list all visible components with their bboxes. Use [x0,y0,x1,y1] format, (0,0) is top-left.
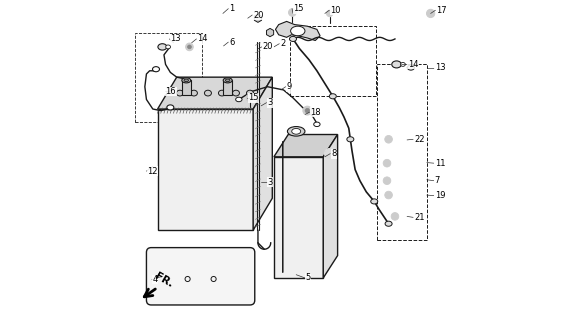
Circle shape [326,10,333,17]
Text: 15: 15 [293,4,304,13]
Ellipse shape [289,36,297,42]
Ellipse shape [347,137,354,142]
Ellipse shape [392,61,401,68]
Ellipse shape [287,126,305,136]
Bar [377,64,427,240]
Text: 16: 16 [166,87,176,96]
Text: 3: 3 [268,178,273,187]
Bar [223,80,232,95]
Polygon shape [323,134,338,278]
Circle shape [427,9,435,18]
Polygon shape [253,77,272,230]
Bar [274,157,323,278]
Circle shape [385,135,393,143]
Polygon shape [275,21,320,41]
Ellipse shape [219,90,226,96]
Ellipse shape [407,65,414,70]
Ellipse shape [329,94,336,99]
Ellipse shape [371,199,378,204]
Text: 15: 15 [248,93,259,102]
Text: 18: 18 [311,108,321,117]
Text: 12: 12 [148,167,158,176]
Ellipse shape [291,26,305,36]
Text: 20: 20 [263,42,273,52]
Ellipse shape [314,122,320,126]
Text: 8: 8 [331,149,336,158]
Circle shape [186,43,193,51]
Ellipse shape [223,78,232,83]
Ellipse shape [176,90,183,96]
Circle shape [383,177,391,185]
Text: 10: 10 [331,6,341,15]
Ellipse shape [184,79,189,82]
Bar [135,33,202,122]
Text: 14: 14 [197,35,208,44]
Circle shape [246,94,254,102]
Text: 3: 3 [268,98,273,107]
Ellipse shape [182,78,190,83]
Ellipse shape [190,90,197,96]
Circle shape [188,45,192,49]
Circle shape [391,212,399,220]
Text: 11: 11 [435,159,445,168]
Circle shape [167,88,173,95]
Ellipse shape [166,45,171,49]
Text: 14: 14 [408,60,418,69]
Text: 2: 2 [280,39,285,48]
Circle shape [385,191,393,199]
Ellipse shape [167,105,174,110]
Text: 4: 4 [153,275,158,284]
Circle shape [305,108,309,113]
Ellipse shape [385,221,392,226]
Text: 9: 9 [287,82,292,91]
Text: 19: 19 [435,191,445,200]
Ellipse shape [401,62,406,66]
Polygon shape [158,77,272,109]
Polygon shape [274,134,338,157]
Ellipse shape [247,90,254,96]
Ellipse shape [205,90,212,96]
Ellipse shape [226,79,230,82]
Ellipse shape [236,97,242,102]
Ellipse shape [233,90,240,96]
Ellipse shape [158,44,167,50]
Ellipse shape [292,128,301,134]
Text: FR.: FR. [154,271,175,289]
Circle shape [325,148,335,159]
Bar [290,26,376,96]
Bar [182,80,190,95]
Circle shape [288,9,296,16]
Bar [158,109,253,230]
Text: 6: 6 [229,38,234,47]
Circle shape [383,159,391,167]
Text: 20: 20 [253,11,264,20]
Text: 22: 22 [414,135,425,144]
Text: 1: 1 [229,4,234,13]
Text: 5: 5 [306,273,311,282]
Text: 13: 13 [435,63,445,72]
FancyBboxPatch shape [146,248,255,305]
Text: 17: 17 [437,6,447,15]
Circle shape [303,106,312,115]
Ellipse shape [152,67,159,72]
Text: 7: 7 [435,176,440,185]
Text: 21: 21 [414,213,425,222]
Text: 13: 13 [171,35,181,44]
